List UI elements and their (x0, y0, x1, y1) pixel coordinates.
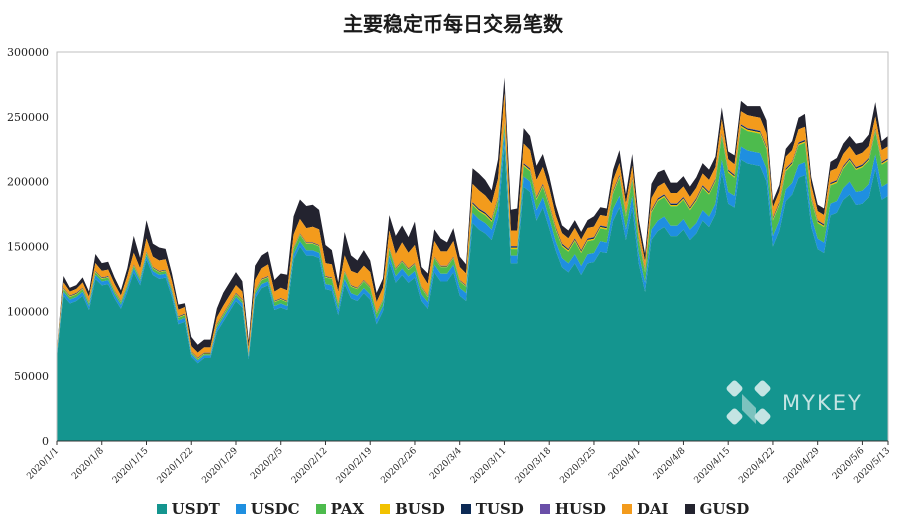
mykey-logo-icon (726, 380, 771, 425)
x-tick-label: 2020/2/19 (335, 446, 375, 486)
legend-swatch (156, 504, 167, 514)
legend-item-busd: BUSD (380, 500, 445, 518)
x-tick-label: 2020/3/11 (469, 446, 509, 486)
x-tick-label: 2020/3/4 (428, 446, 464, 482)
area-series-usdt (57, 145, 888, 442)
y-tick-label: 50000 (14, 370, 49, 383)
x-tick-label: 2020/1/8 (70, 446, 106, 482)
legend-label: DAI (636, 500, 669, 518)
x-tick-label: 2020/2/12 (290, 446, 330, 486)
legend-label: USDC (250, 500, 300, 518)
x-tick-label: 2020/2/5 (249, 446, 285, 482)
legend-label: BUSD (395, 500, 445, 518)
legend-item-usdc: USDC (235, 500, 300, 518)
legend-swatch (315, 504, 326, 514)
x-tick-label: 2020/4/8 (652, 446, 688, 482)
x-tick-label: 2020/3/25 (558, 446, 598, 486)
y-tick-label: 300000 (7, 46, 49, 59)
legend-label: PAX (330, 500, 365, 518)
legend-item-tusd: TUSD (460, 500, 524, 518)
x-tick-label: 2020/2/26 (379, 446, 419, 486)
legend-label: TUSD (475, 500, 524, 518)
legend-swatch (684, 504, 695, 514)
legend-item-gusd: GUSD (684, 500, 750, 518)
mykey-watermark-text: MYKEY (782, 391, 863, 415)
x-tick-label: 2020/1/22 (156, 446, 196, 486)
x-tick-label: 2020/1/29 (200, 446, 240, 486)
legend-swatch (235, 504, 246, 514)
area-series-pax (57, 124, 888, 361)
legend-swatch (460, 504, 471, 514)
x-tick-label: 2020/4/29 (782, 446, 822, 486)
chart-legend: USDT USDC PAX BUSD TUSD HUSD DAI GUSD (0, 500, 906, 518)
legend-label: GUSD (699, 500, 750, 518)
legend-label: USDT (171, 500, 220, 518)
x-tick-label: 2020/3/18 (514, 446, 554, 486)
mykey-watermark: MYKEY (726, 380, 863, 426)
chart-title: 主要稳定币每日交易笔数 (343, 12, 563, 36)
y-tick-label: 200000 (7, 176, 49, 189)
legend-swatch (621, 504, 632, 514)
area-series-layer (57, 77, 888, 442)
x-tick-label: 2020/1/1 (25, 446, 61, 482)
y-tick-label: 0 (42, 435, 49, 448)
legend-swatch (380, 504, 391, 514)
legend-item-pax: PAX (315, 500, 365, 518)
x-tick-label: 2020/1/15 (111, 446, 151, 486)
legend-swatch (539, 504, 550, 514)
y-tick-label: 100000 (7, 305, 49, 318)
legend-item-usdt: USDT (156, 500, 220, 518)
legend-item-husd: HUSD (539, 500, 606, 518)
y-tick-label: 250000 (7, 111, 49, 124)
x-tick-label: 2020/4/22 (737, 446, 777, 486)
x-tick-label: 2020/4/15 (693, 446, 733, 486)
x-tick-label: 2020/4/1 (607, 446, 643, 482)
y-tick-label: 150000 (7, 241, 49, 254)
legend-label: HUSD (554, 500, 606, 518)
legend-item-dai: DAI (621, 500, 669, 518)
